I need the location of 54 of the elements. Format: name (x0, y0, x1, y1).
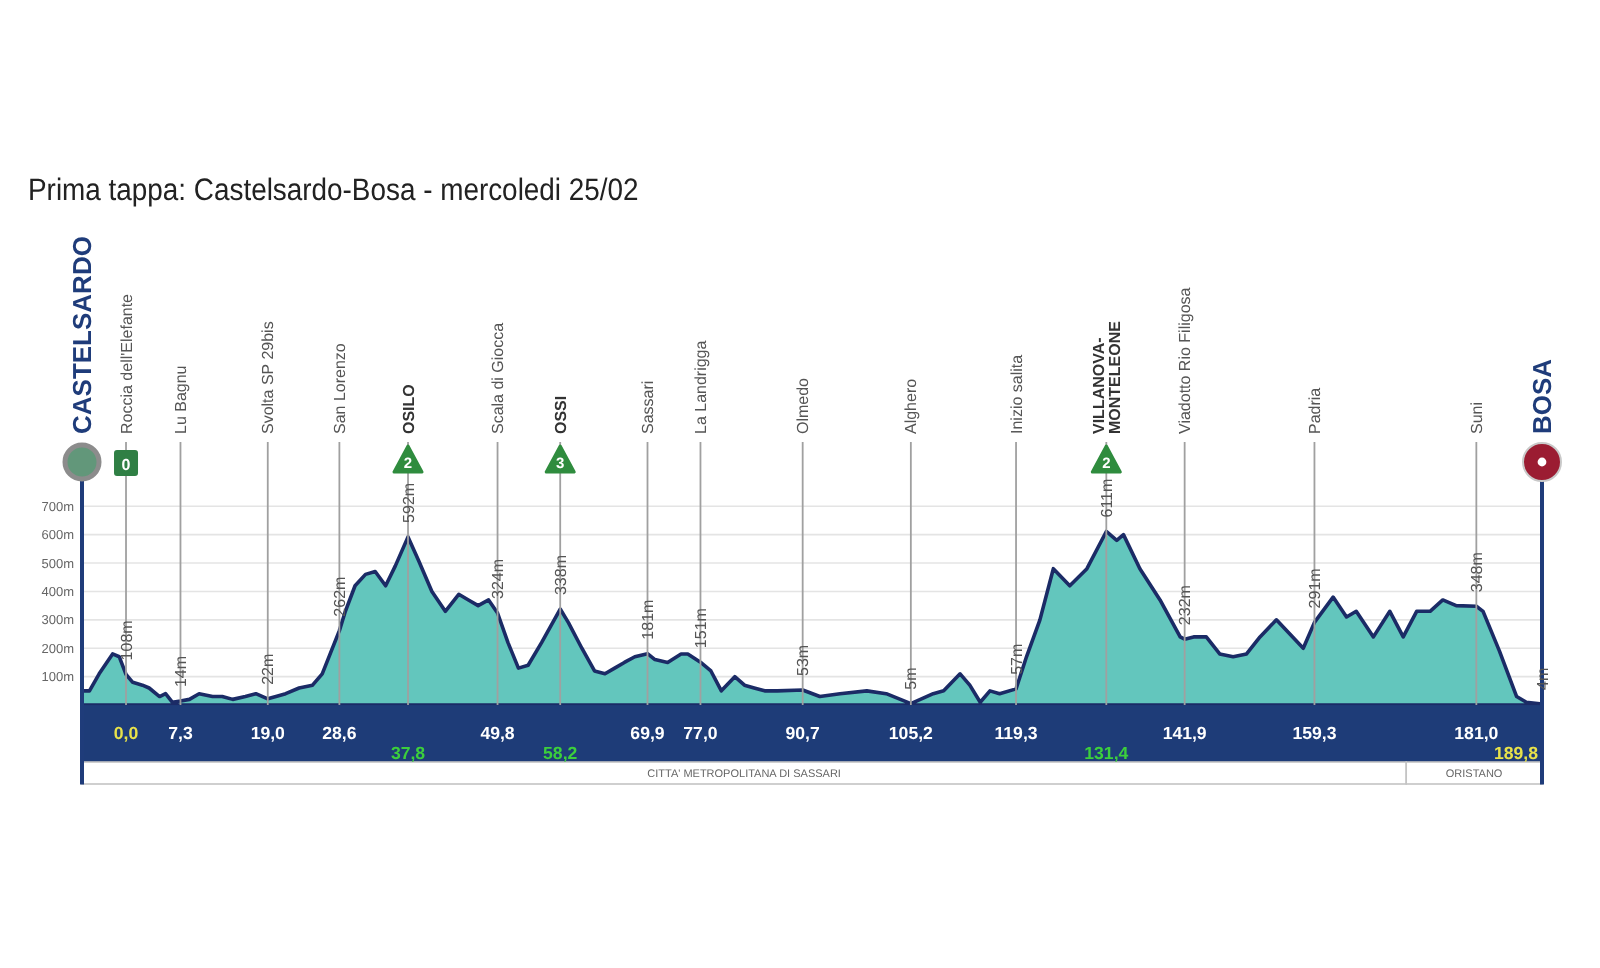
x-tick-label: 28,6 (322, 723, 357, 743)
x-tick-label: 77,0 (683, 723, 718, 743)
annotation: 22m (259, 653, 278, 685)
annotation: 262m (330, 575, 349, 617)
ref-line-label: Roccia dell'Elefante (117, 292, 136, 434)
x2-tick-label: 131,4 (1084, 743, 1129, 763)
x-tick-label: 69,9 (630, 723, 665, 743)
chart-title: Prima tappa: Castelsardo-Bosa - mercoledi 25/02 (28, 174, 639, 209)
ref-line-label: Scala di Giocca (489, 321, 508, 434)
x-tick-label: 141,9 (1162, 723, 1207, 743)
annotation: 181m (639, 598, 658, 640)
ref-line-label: Svolta SP 29bis (259, 321, 278, 434)
annotation: 151m (692, 607, 711, 649)
x-tick-label: 7,3 (168, 723, 193, 743)
annotation: 232m (1176, 584, 1195, 626)
annotation: 57m (1007, 643, 1026, 675)
ref-line-label: OSILO (399, 384, 418, 434)
x-tick-label: 90,7 (785, 723, 821, 743)
annotation: 338m (551, 554, 570, 596)
x-tick-label: 0,0 (113, 723, 139, 743)
ref-line-label: OSSI (551, 395, 570, 434)
x2-tick-label: 58,2 (543, 743, 578, 763)
ref-line-label: Alghero (902, 377, 921, 434)
ref-line-label: Sassari (639, 380, 658, 434)
annotation: 592m (399, 482, 418, 523)
annotation: 291m (1306, 567, 1325, 609)
annotation: 108m (117, 619, 136, 661)
ref-line-label: La Landrigga (692, 339, 711, 434)
x-tick-label: 105,2 (888, 723, 934, 743)
annotation: 611m (1097, 477, 1116, 518)
x-tick-label: 181,0 (1454, 723, 1499, 743)
text: BOSA (1527, 357, 1558, 434)
x2-tick-label: 189,8 (1493, 743, 1539, 763)
ref-line-label: Lu Bagnu (172, 365, 191, 434)
x-tick-label: 49,8 (480, 723, 515, 743)
x-tick-label: 119,3 (994, 723, 1038, 743)
x-tick-label: 19,0 (250, 723, 286, 743)
ref-line-label: Viadotto Rio Filigosa (1176, 286, 1195, 434)
annotation: 5m (902, 666, 921, 690)
ref-line-label: San Lorenzo (330, 342, 349, 434)
x2-tick-label: 37,8 (390, 743, 426, 763)
annotation: 348m (1467, 551, 1486, 593)
annotation: 53m (794, 644, 813, 676)
ref-line-label: Inizio salita (1007, 353, 1026, 434)
ref-line-label: Suni (1467, 401, 1486, 434)
x-tick-label: 159,3 (1292, 723, 1337, 743)
annotation: 0 (121, 455, 132, 474)
ref-line-label: Padria (1306, 386, 1325, 434)
annotation: 14m (172, 655, 191, 688)
ref-line-label: VILLANOVA- MONTELEONE (1089, 319, 1125, 434)
annotation: 4m (1533, 667, 1552, 690)
annotation: 324m (489, 558, 508, 600)
text: CASTELSARDO (67, 236, 98, 434)
ref-line-label: Olmedo (794, 376, 813, 434)
